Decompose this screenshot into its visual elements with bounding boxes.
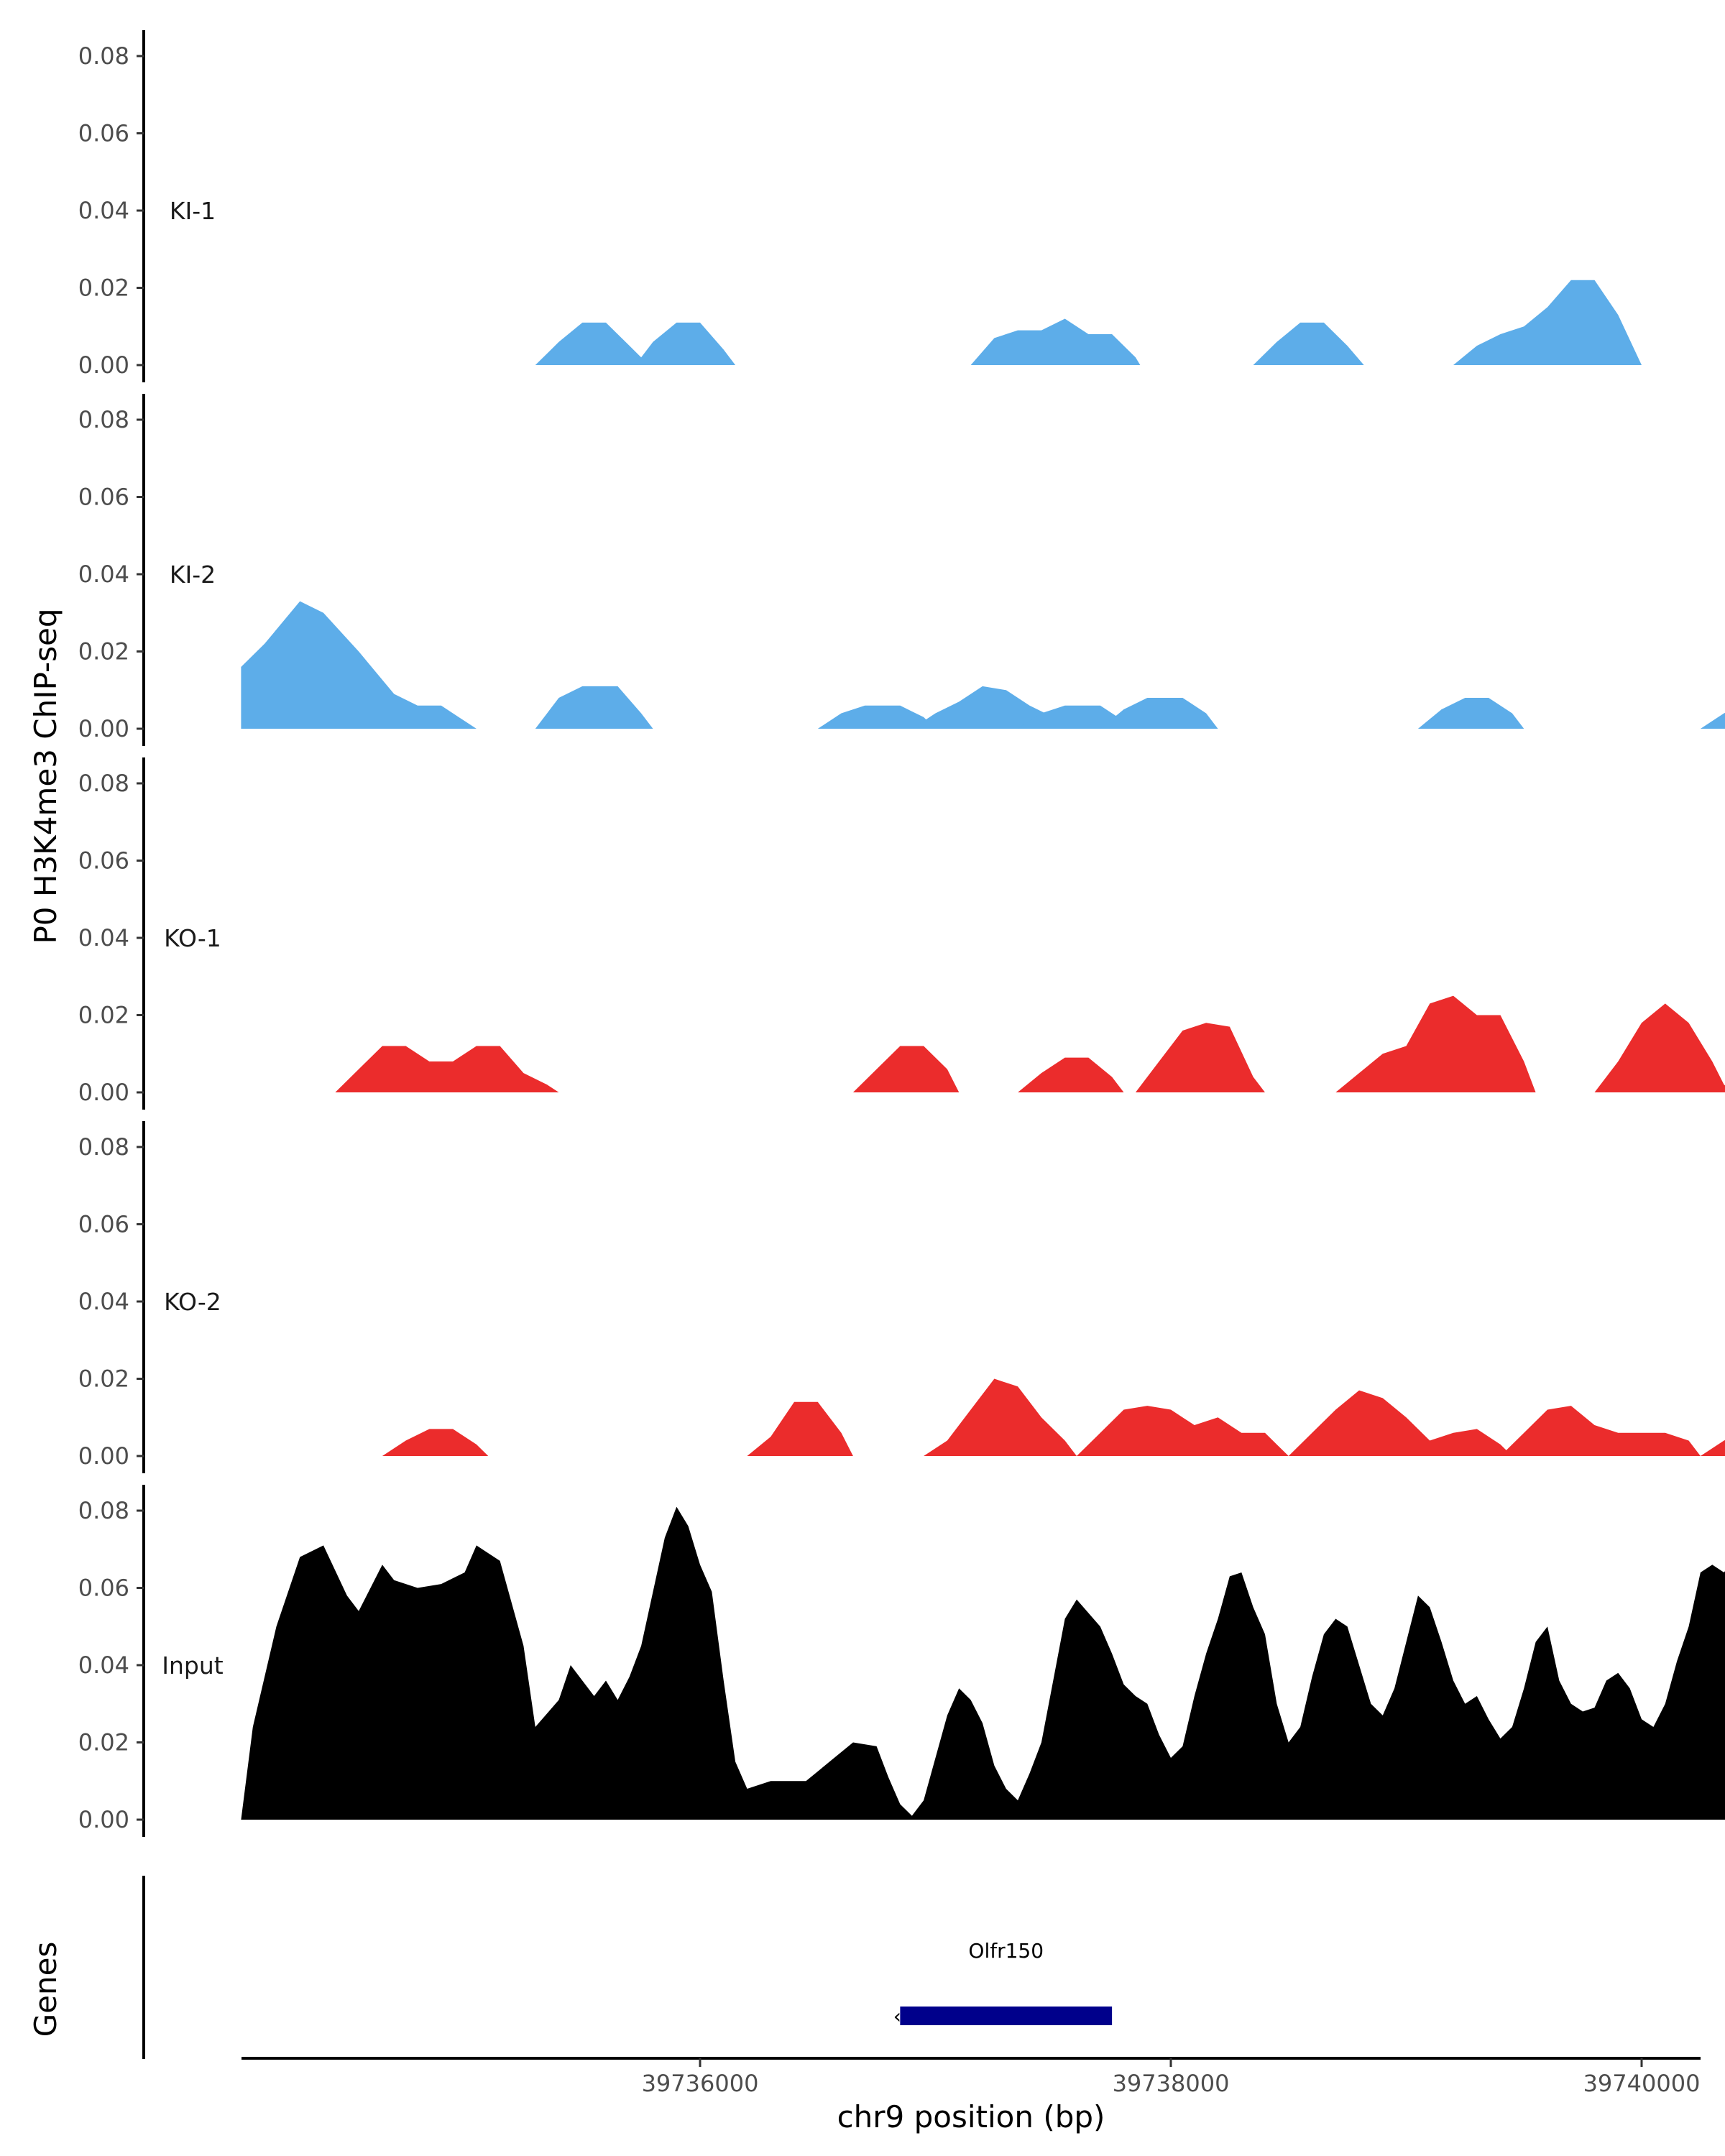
y-tick-label: 0.08 [78, 1497, 129, 1524]
y-tick-label: 0.02 [78, 275, 129, 302]
signal-peak [852, 1046, 960, 1092]
y-tick-label: 0.06 [78, 1211, 129, 1238]
signal-peak [747, 1401, 853, 1456]
track-label: KI-1 [170, 197, 216, 225]
y-tick-label: 0.06 [78, 1575, 129, 1602]
y-tick-label: 0.06 [78, 484, 129, 511]
signal-peak [970, 318, 1141, 365]
y-tick-label: 0.00 [78, 1079, 129, 1106]
signal-peak [1500, 1406, 1701, 1456]
y-tick-label: 0.04 [78, 1651, 129, 1679]
signal-peak [241, 1506, 1725, 1820]
signal-peak [911, 686, 1065, 729]
signal-peak [1594, 1003, 1725, 1092]
signal-peak [535, 686, 653, 729]
track-label: KI-2 [170, 561, 216, 589]
tracks-group: 0.00 0.02 0.04 0.06 0.08 KI-1 0.00 0.02 0.04 0.06… [78, 30, 1725, 1837]
genes-panel: Genes Olfr150 ‹ [28, 1876, 1113, 2059]
signal-peak [1335, 995, 1536, 1092]
y-tick-label: 0.00 [78, 1442, 129, 1470]
signal-peak [1100, 698, 1218, 729]
gene-label: Olfr150 [968, 1939, 1044, 1963]
signal-peak [535, 322, 736, 365]
y-tick-label: 0.02 [78, 1365, 129, 1393]
signal-peak [241, 601, 477, 729]
signal-peak [1018, 1057, 1124, 1092]
y-tick-label: 0.04 [78, 561, 129, 588]
track-label: KO-1 [164, 924, 221, 952]
signal-peak [1018, 705, 1129, 729]
y-tick-label: 0.06 [78, 847, 129, 875]
y-tick-label: 0.00 [78, 351, 129, 379]
signal-peak [1417, 698, 1524, 729]
track-ki-2: 0.00 0.02 0.04 0.06 0.08 KI-2 [78, 394, 1725, 746]
x-tick-label: 39738000 [1113, 2070, 1230, 2097]
y-tick-label: 0.06 [78, 120, 129, 147]
y-tick-label: 0.08 [78, 406, 129, 433]
y-tick-label: 0.04 [78, 197, 129, 224]
track-ko-2: 0.00 0.02 0.04 0.06 0.08 KO-2 [78, 1121, 1725, 1473]
signal-peak [1135, 1023, 1265, 1092]
y-tick-label: 0.02 [78, 1729, 129, 1756]
x-axis-title: chr9 position (bp) [837, 2099, 1105, 2134]
y-tick-label: 0.04 [78, 1288, 129, 1315]
signal-peak [335, 1046, 559, 1092]
gene-olfr150-body [900, 2007, 1113, 2025]
y-tick-label: 0.08 [78, 1133, 129, 1161]
y-tick-label: 0.02 [78, 1002, 129, 1029]
signal-peak [1453, 280, 1642, 365]
signal-peak [1288, 1390, 1512, 1456]
y-tick-label: 0.02 [78, 638, 129, 665]
x-tick-label: 39740000 [1583, 2070, 1701, 2097]
signal-peak [1253, 322, 1364, 365]
genes-title: Genes [28, 1942, 63, 2037]
signal-peak [817, 705, 936, 729]
y-axis-title: P0 H3K4me3 ChIP-seq [28, 608, 63, 944]
x-axis: 39736000 39738000 39740000 [242, 2057, 1701, 2097]
track-input: 0.00 0.02 0.04 0.06 0.08 Input [78, 1485, 1725, 1837]
signal-peak [1700, 712, 1725, 729]
y-tick-label: 0.00 [78, 715, 129, 742]
track-label: KO-2 [164, 1288, 221, 1316]
y-tick-label: 0.08 [78, 42, 129, 70]
track-ko-1: 0.00 0.02 0.04 0.06 0.08 KO-1 [78, 757, 1725, 1110]
track-ki-1: 0.00 0.02 0.04 0.06 0.08 KI-1 [78, 30, 1642, 382]
signal-peak [1700, 1439, 1725, 1456]
signal-peak [924, 1378, 1077, 1456]
y-tick-label: 0.08 [78, 770, 129, 797]
signal-peak [1077, 1406, 1289, 1456]
x-tick-label: 39736000 [642, 2070, 759, 2097]
track-label: Input [162, 1651, 224, 1680]
y-tick-label: 0.00 [78, 1806, 129, 1833]
signal-peak [382, 1429, 489, 1456]
gene-strand-arrow-icon: ‹ [893, 2004, 901, 2028]
y-tick-label: 0.04 [78, 924, 129, 952]
